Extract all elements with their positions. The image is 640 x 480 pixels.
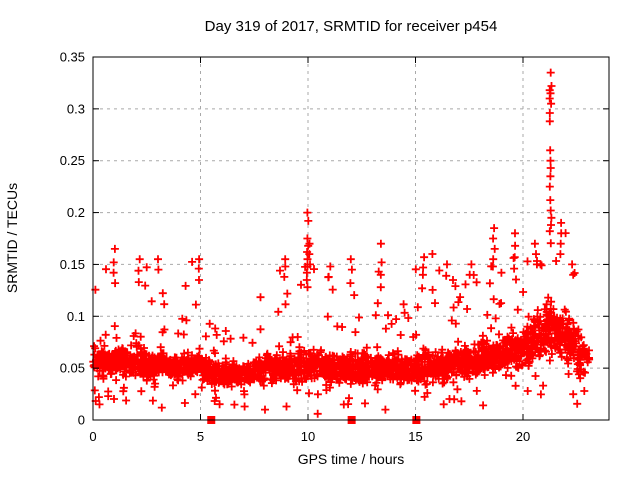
x-tick-label: 15 [408, 429, 422, 444]
y-tick-label: 0.05 [60, 361, 85, 376]
y-tick-labels: 0 0.05 0.1 0.15 0.2 0.25 0.3 0.35 [60, 50, 85, 428]
chart-title: Day 319 of 2017, SRMTID for receiver p45… [205, 18, 498, 35]
x-tick-label: 10 [301, 429, 315, 444]
y-tick-label: 0.35 [60, 50, 85, 65]
x-tick-label: 0 [89, 429, 96, 444]
scatter-points-path [89, 68, 594, 418]
y-tick-label: 0.1 [67, 309, 85, 324]
x-tick-label: 20 [516, 429, 530, 444]
y-tick-label: 0.25 [60, 153, 85, 168]
y-axis-label: SRMTID / TECUs [4, 183, 20, 293]
x-tick-label: 5 [197, 429, 204, 444]
y-tick-label: 0 [78, 413, 85, 428]
y-tick-label: 0.2 [67, 205, 85, 220]
data-points [89, 68, 594, 418]
axis-ticks [92, 56, 609, 421]
plot-border [92, 56, 610, 421]
x-tick-labels: 0 5 10 15 20 [89, 429, 530, 444]
y-tick-label: 0.15 [60, 257, 85, 272]
y-tick-label: 0.3 [67, 101, 85, 116]
x-axis-label: GPS time / hours [298, 451, 405, 467]
